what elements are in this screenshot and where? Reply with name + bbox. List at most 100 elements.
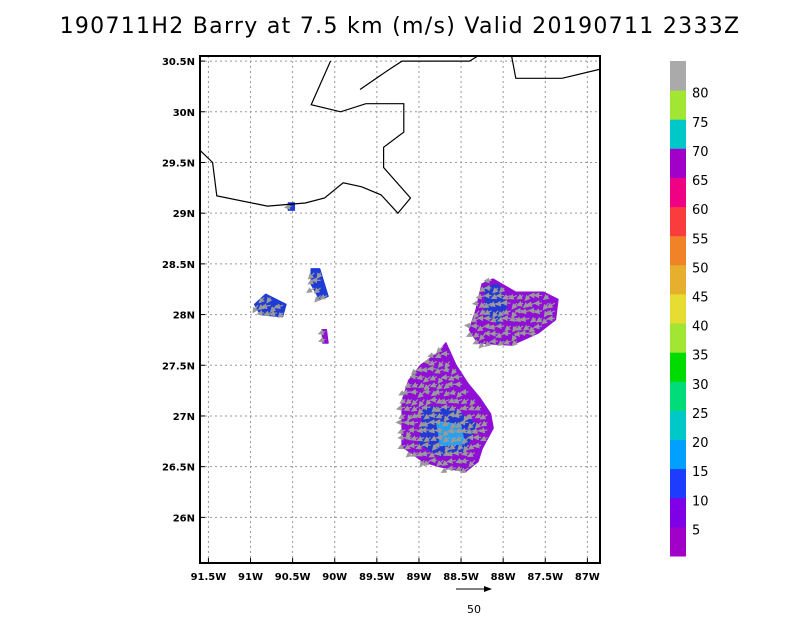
latitude-axis: 30.5N 30N 29.5N 29N 28.5N 28N 27.5N 27N 26.5N 26N [162, 57, 205, 524]
colorbar-swatch [670, 177, 686, 208]
wind-vector [422, 441, 431, 448]
wind-vector [479, 413, 488, 420]
wind-vector [464, 322, 473, 329]
wind-vector [260, 303, 271, 310]
wind-vector [469, 399, 476, 406]
wind-vector [452, 373, 463, 380]
wind-vector [408, 420, 419, 426]
wind-vector [492, 287, 499, 294]
wind-vector [435, 450, 444, 457]
wind-vector [434, 367, 444, 374]
map-title: 190711H2 Barry at 7.5 km (m/s) Valid 201… [59, 14, 741, 39]
wind-vector [274, 303, 284, 310]
wind-vector [410, 405, 419, 412]
wind-vector [266, 296, 273, 304]
wind-vector [468, 459, 476, 468]
wind-vector [408, 442, 418, 449]
wind-vector [437, 361, 444, 369]
plot-frame [199, 55, 601, 564]
wind-vector [474, 405, 482, 411]
wind-vector [268, 310, 277, 317]
colorbar-swatch [670, 264, 686, 295]
colorbar-swatch [670, 293, 686, 324]
wind-vector [405, 451, 413, 458]
wind-vector [417, 382, 425, 389]
wind-vector [433, 389, 444, 396]
colorbar-label: 80 [692, 87, 709, 102]
y-tick-label: 30.5N [162, 57, 195, 68]
wind-vector [427, 365, 437, 372]
wind-vector [504, 325, 511, 332]
colorbar-swatch [670, 410, 686, 440]
wind-vector [516, 293, 524, 300]
colorbar-swatch [670, 352, 686, 382]
colorbar-swatch [670, 206, 686, 237]
wind-vector [411, 399, 419, 406]
wind-vector [519, 330, 530, 337]
wind-vector [429, 396, 437, 403]
wind-vector [397, 428, 406, 434]
x-tick-label: 87.5W [527, 572, 563, 583]
wind-vector [444, 444, 451, 453]
wind-vector [467, 451, 476, 457]
wind-vector [460, 404, 469, 411]
colorbar-swatch [670, 439, 686, 470]
wind-vector [423, 383, 431, 391]
wind-vector [516, 300, 524, 307]
wind-vector [480, 435, 488, 442]
wind-vector [502, 339, 511, 345]
y-tick-label: 29.5N [162, 158, 195, 169]
wind-vector [492, 310, 499, 319]
wind-vector [465, 413, 475, 419]
coastline-segment [511, 56, 600, 79]
colorbar-label: 15 [692, 465, 709, 480]
wind-vector [465, 331, 473, 337]
y-tick-label: 26N [173, 513, 195, 524]
wind-vector [546, 309, 556, 316]
colorbar-swatch [670, 148, 686, 178]
wind-vector [502, 330, 511, 337]
reference-vector: 50 [456, 586, 492, 616]
wind-vector [467, 421, 476, 430]
wind-vector [519, 316, 530, 323]
wind-vector [404, 434, 412, 441]
wind-vector [429, 382, 438, 388]
y-tick-label: 27.5N [162, 361, 195, 372]
wind-vector [423, 358, 431, 365]
wind-vector [317, 329, 326, 336]
x-tick-label: 91W [238, 572, 263, 583]
wind-vector [318, 336, 326, 343]
wind-vector [535, 316, 543, 323]
wind-vector [316, 272, 323, 280]
wind-vector [450, 421, 457, 430]
x-tick-label: 90.5W [275, 572, 311, 583]
wind-vector [252, 304, 259, 314]
wind-vector [442, 436, 450, 443]
wind-vector [533, 323, 543, 330]
wind-vector [404, 382, 412, 388]
wind-vector [451, 368, 458, 376]
wind-vector [511, 302, 518, 310]
wind-vector [397, 443, 406, 450]
wind-vector [483, 309, 492, 315]
y-tick-label: 28N [173, 311, 195, 322]
wind-vector [435, 412, 444, 419]
wind-vector [472, 331, 480, 338]
x-tick-label: 88W [491, 572, 516, 583]
longitude-axis: 91.5W 91W 90.5W 90W 89.5W 89W 88.5W 88W 87.5W 87W [191, 558, 600, 583]
wind-vector [429, 375, 438, 381]
wind-vector [462, 444, 469, 453]
colorbar-label: 20 [692, 436, 709, 451]
colorbar-swatch [670, 468, 686, 499]
colorbar-label: 5 [692, 523, 700, 538]
colorbar-label: 40 [692, 320, 709, 335]
coastline-segment [359, 56, 479, 90]
wind-vector [399, 397, 406, 404]
wind-vector [423, 436, 431, 443]
x-tick-label: 90W [322, 572, 347, 583]
wind-vector [403, 405, 412, 411]
y-tick-label: 28.5N [162, 260, 195, 271]
colorbar-label: 75 [692, 116, 709, 131]
wind-vector [446, 465, 456, 472]
colorbar-label: 25 [692, 407, 709, 422]
